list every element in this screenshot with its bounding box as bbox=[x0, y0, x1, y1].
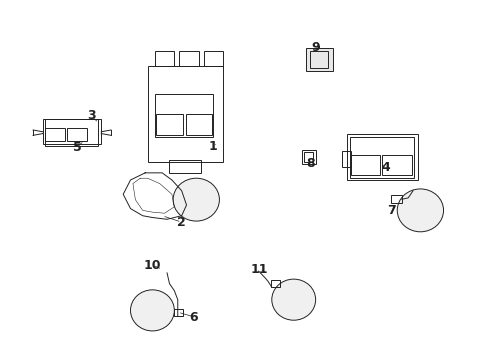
Bar bbox=[306, 48, 333, 71]
Bar bbox=[67, 128, 87, 141]
Bar bbox=[350, 137, 414, 178]
Ellipse shape bbox=[173, 178, 220, 221]
Bar bbox=[155, 51, 174, 66]
Bar bbox=[304, 153, 313, 162]
Bar bbox=[43, 119, 101, 144]
Bar bbox=[347, 134, 418, 180]
Bar bbox=[174, 309, 183, 316]
Bar bbox=[343, 152, 351, 167]
Text: 7: 7 bbox=[387, 204, 395, 217]
Bar bbox=[147, 66, 223, 162]
Bar bbox=[302, 150, 316, 164]
Bar bbox=[351, 155, 380, 175]
Ellipse shape bbox=[130, 290, 174, 331]
Text: 3: 3 bbox=[87, 109, 96, 122]
Bar bbox=[155, 94, 213, 137]
Bar bbox=[391, 195, 402, 203]
Bar bbox=[45, 119, 98, 146]
Ellipse shape bbox=[397, 189, 443, 232]
Bar bbox=[45, 128, 65, 141]
Bar bbox=[186, 114, 212, 135]
Text: 9: 9 bbox=[311, 41, 320, 54]
Text: 11: 11 bbox=[251, 263, 269, 276]
Bar bbox=[310, 51, 328, 68]
Text: 1: 1 bbox=[209, 140, 218, 153]
Text: 10: 10 bbox=[144, 259, 161, 272]
Text: 8: 8 bbox=[306, 157, 315, 170]
Text: 5: 5 bbox=[73, 141, 81, 154]
Text: 4: 4 bbox=[382, 161, 391, 174]
Bar bbox=[203, 51, 223, 66]
Ellipse shape bbox=[272, 279, 316, 320]
Text: 6: 6 bbox=[190, 311, 198, 324]
Bar bbox=[170, 160, 201, 173]
Bar bbox=[179, 51, 199, 66]
Text: 2: 2 bbox=[177, 216, 186, 229]
Bar bbox=[382, 155, 412, 175]
Bar bbox=[271, 280, 280, 287]
Bar bbox=[156, 114, 183, 135]
